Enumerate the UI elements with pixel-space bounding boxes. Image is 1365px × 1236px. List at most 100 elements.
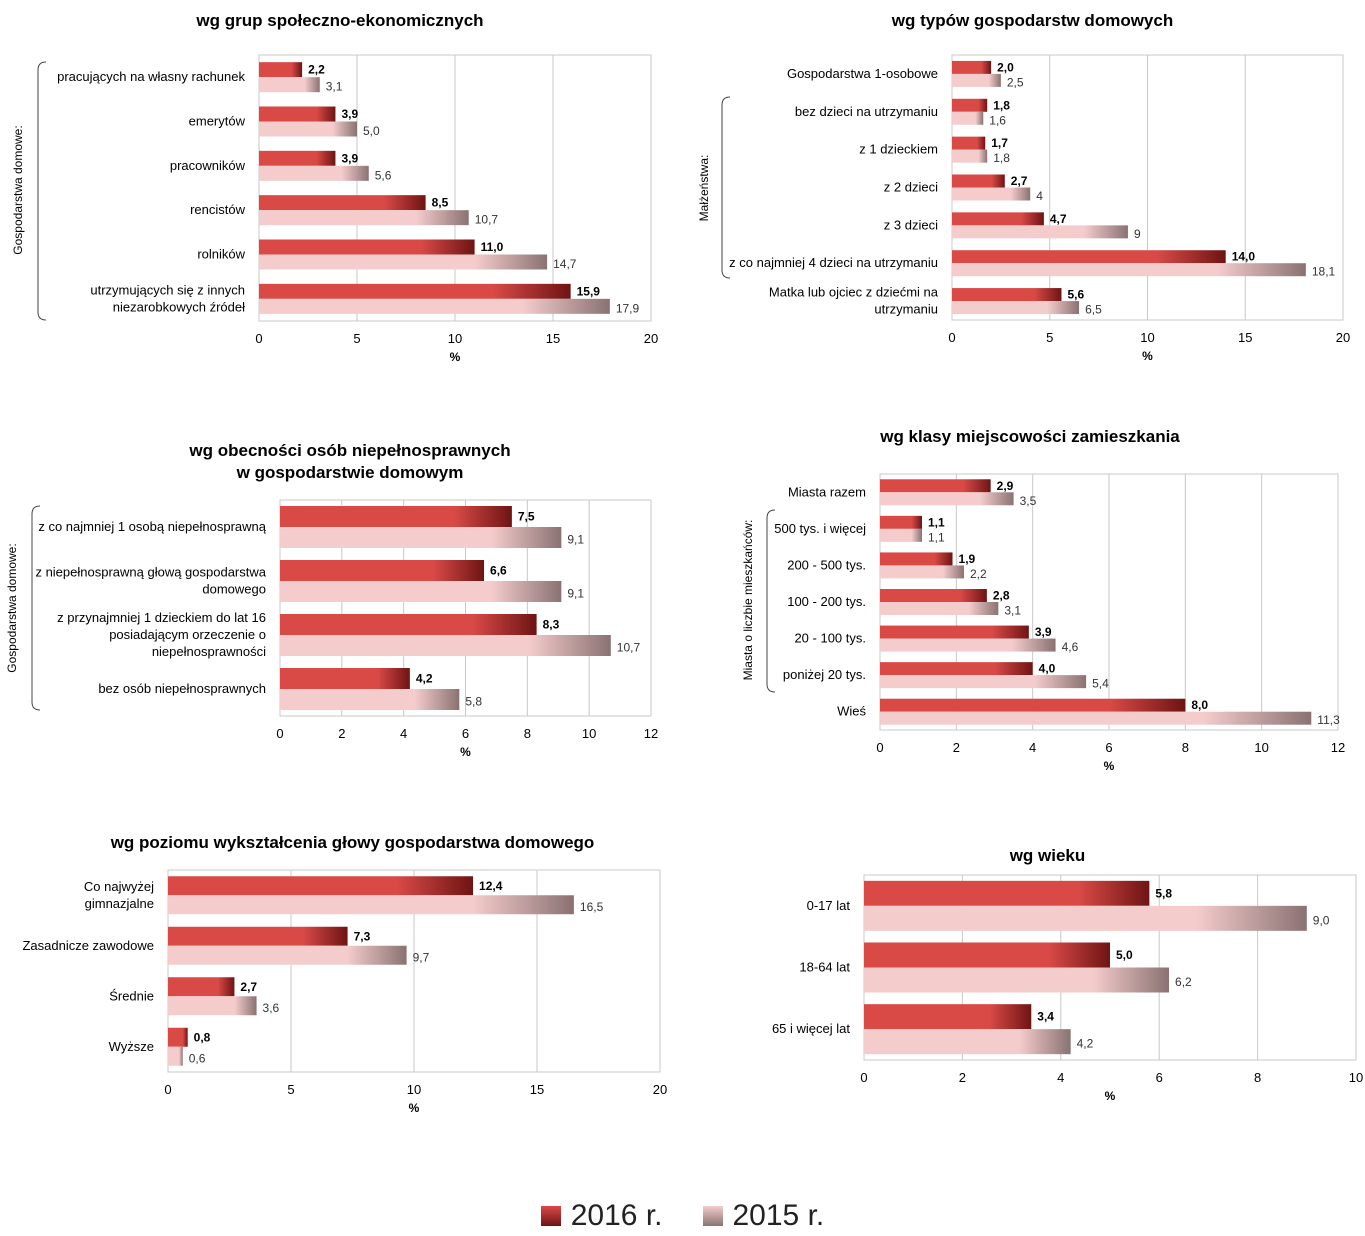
bar-2015 [259,298,610,314]
bar-2016 [168,1027,188,1047]
bar-chart-disability: 0 2 4 6 8 10 12% 7,5 9,1 z co najmniej 1 osobą ni… [5,499,658,759]
data-label-2015: 17,9 [616,301,640,315]
data-label-2016: 1,7 [991,136,1008,150]
group-bracket [31,505,41,711]
bar-2016 [259,106,336,122]
bar-chart-socio-economic: 0 5 10 15 20% 2,23,1 pracujących na własny rac… [11,54,658,364]
data-label-2016: 2,0 [997,60,1014,74]
group-bracket [37,61,47,321]
chart-title: wg typów gospodarstw domowych [891,11,1174,30]
x-tick-label: 10 [407,1082,421,1097]
bar-2016 [952,60,992,74]
data-label-2015: 3,1 [326,80,343,94]
category-label: pracowników [170,158,246,173]
x-axis-label: % [450,350,461,364]
bar-2015 [952,225,1128,239]
group-bracket [721,96,731,279]
x-tick-label: 10 [1254,740,1268,755]
data-label-2016: 4,0 [1039,662,1056,676]
x-tick-label: 6 [1105,740,1112,755]
category-label: z co najmniej 4 dzieci na utrzymaniu [729,255,938,270]
x-tick-label: 8 [524,726,531,741]
data-label-2015: 9,1 [567,533,584,547]
category-label: poniżej 20 tys. [783,667,866,682]
bar-2015 [952,73,1001,87]
data-label-2015: 0,6 [189,1051,206,1065]
x-tick-label: 20 [653,1082,667,1097]
data-label-2015: 1,6 [989,113,1006,127]
x-axis-label: % [1104,759,1115,773]
chart-panel-socio-economic: wg grup społeczno-ekonomicznych 0 5 10 15 20… [0,0,690,380]
x-tick-label: 4 [400,726,407,741]
x-tick-label: 0 [164,1082,171,1097]
bar-2016 [259,150,336,166]
category-label: emerytów [189,114,246,129]
category-label: rolników [197,247,245,262]
bar-2016 [280,560,485,581]
chart-title: wg grup społeczno-ekonomicznych [196,11,484,30]
category-label: 20 - 100 tys. [794,631,866,646]
chart-title: wg wieku [1009,846,1086,865]
bar-2015 [864,1029,1071,1055]
bar-2016 [168,926,348,946]
x-axis-label: % [1105,1089,1116,1103]
category-label: z przynajmniej 1 dzieckiem do lat 16 posi… [57,610,266,659]
bar-2016 [952,250,1226,264]
category-label: 500 tys. i więcej [774,521,866,536]
bar-chart-place-of-residence: 0 2 4 6 8 10 12% 2,9 3,5 Miasta razem 1,11,1 500 ty… [741,473,1345,773]
group-label: Małżeństwa: [697,155,711,222]
bar-2015 [880,492,1014,506]
x-tick-label: 0 [860,1070,867,1085]
category-label: 18-64 lat [799,960,850,975]
bar-2015 [952,263,1306,277]
data-label-2016: 2,2 [308,63,325,77]
category-label: Średnie [109,988,154,1003]
data-label-2015: 1,1 [928,530,945,544]
bar-2015 [168,1046,183,1066]
x-tick-label: 5 [287,1082,294,1097]
x-tick-label: 2 [953,740,960,755]
x-tick-label: 10 [1140,330,1154,345]
bar-2015 [259,210,469,226]
bar-chart-education: 0 5 10 15 20% 12,4 16,5 Co najwyżej gimnazjalne 7… [22,869,667,1115]
x-axis-label: % [409,1101,420,1115]
data-label-2016: 0,8 [194,1030,211,1044]
bar-2016 [952,98,988,112]
data-label-2016: 8,3 [543,618,560,632]
bar-2015 [952,149,988,163]
data-label-2015: 2,5 [1007,75,1024,89]
data-label-2016: 1,1 [928,515,945,529]
bar-2016 [880,662,1033,676]
bar-2016 [259,62,303,78]
bar-2015 [259,77,320,93]
x-tick-label: 0 [276,726,283,741]
x-tick-label: 2 [959,1070,966,1085]
x-axis-label: % [460,745,471,759]
legend: 2016 r. 2015 r. [0,1196,1365,1236]
data-label-2016: 5,8 [1155,886,1172,900]
data-label-2015: 4,2 [1077,1037,1094,1051]
x-tick-label: 4 [1029,740,1036,755]
x-tick-label: 10 [1349,1070,1363,1085]
data-label-2016: 2,8 [993,589,1010,603]
group-bracket [766,509,776,693]
category-label: z 1 dzieckiem [859,142,938,157]
bar-2016 [880,479,991,493]
bar-2015 [880,638,1056,652]
plot-border [258,54,652,322]
bar-2015 [864,967,1170,993]
data-label-2016: 8,0 [1191,698,1208,712]
bar-2016 [280,668,410,689]
chart-panel-disability: wg obecności osób niepełnosprawnych w go… [0,420,690,790]
bar-2015 [880,711,1312,725]
legend-item-2015: 2015 r. [702,1199,824,1233]
bar-2015 [280,581,562,602]
x-tick-label: 10 [448,331,462,346]
chart-panel-household-types: wg typów gospodarstw domowych 0 5 10 15 20% 2… [690,0,1365,380]
data-label-2016: 14,0 [1232,250,1256,264]
chart-title: wg poziomu wykształcenia głowy gospodars… [110,833,595,852]
data-label-2015: 3,6 [263,1001,280,1015]
data-label-2015: 3,5 [1020,494,1037,508]
bar-2015 [880,602,999,615]
category-label: 65 i więcej lat [772,1021,850,1036]
